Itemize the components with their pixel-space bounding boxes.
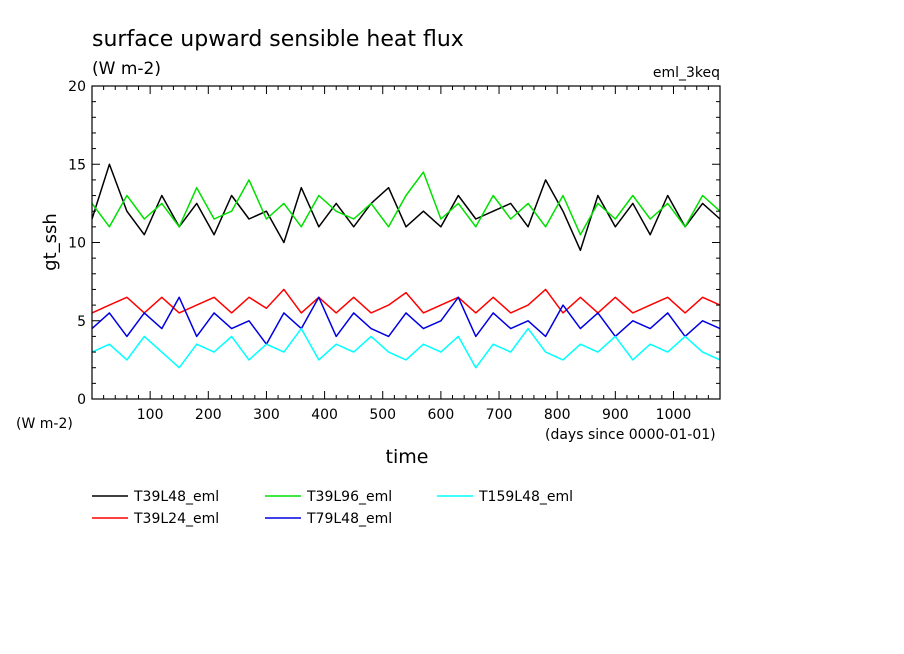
y-axis: 0 5 10 15 20 xyxy=(68,79,720,408)
chart-subtitle: (W m-2) xyxy=(92,59,161,79)
x-tick-label: 100 xyxy=(137,407,164,423)
series-line-4 xyxy=(91,327,721,369)
x-tick-label: 300 xyxy=(253,407,280,423)
chart-title: surface upward sensible heat flux xyxy=(92,27,464,52)
legend-label: T39L24_eml xyxy=(133,511,219,527)
series-group xyxy=(91,163,721,369)
x-axis-label: time xyxy=(386,446,429,468)
y-tick-label: 15 xyxy=(68,157,86,173)
legend-label: T39L96_eml xyxy=(306,489,392,505)
y-tick-label: 10 xyxy=(68,236,86,252)
x-tick-label: 700 xyxy=(486,407,513,423)
x-unit-label: (days since 0000-01-01) xyxy=(545,427,716,443)
x-axis: 100 200 300 400 500 600 700 800 900 1000 xyxy=(103,86,709,423)
series-line-2 xyxy=(91,288,721,314)
plot-frame xyxy=(91,85,721,400)
y-tick-label: 5 xyxy=(77,314,86,330)
x-tick-label: 900 xyxy=(602,407,629,423)
x-tick-label: 1000 xyxy=(656,407,692,423)
legend-label: T79L48_eml xyxy=(306,511,392,527)
series-line-1 xyxy=(91,171,721,236)
series-line-3 xyxy=(91,296,721,345)
legend-label: T39L48_eml xyxy=(133,489,219,505)
y-unit-label: (W m-2) xyxy=(16,416,73,432)
run-label: eml_3keq xyxy=(653,65,720,81)
x-tick-label: 400 xyxy=(311,407,338,423)
legend-label: T159L48_eml xyxy=(478,489,573,505)
y-tick-label: 20 xyxy=(68,79,86,95)
x-tick-label: 200 xyxy=(195,407,222,423)
x-tick-label: 600 xyxy=(428,407,455,423)
y-tick-label: 0 xyxy=(77,392,86,408)
series-line-0 xyxy=(91,163,721,252)
legend: T39L48_eml T39L96_eml T159L48_eml T39L24_em… xyxy=(92,489,573,527)
y-axis-label: gt_ssh xyxy=(40,213,61,271)
x-tick-label: 500 xyxy=(369,407,396,423)
x-tick-label: 800 xyxy=(544,407,571,423)
